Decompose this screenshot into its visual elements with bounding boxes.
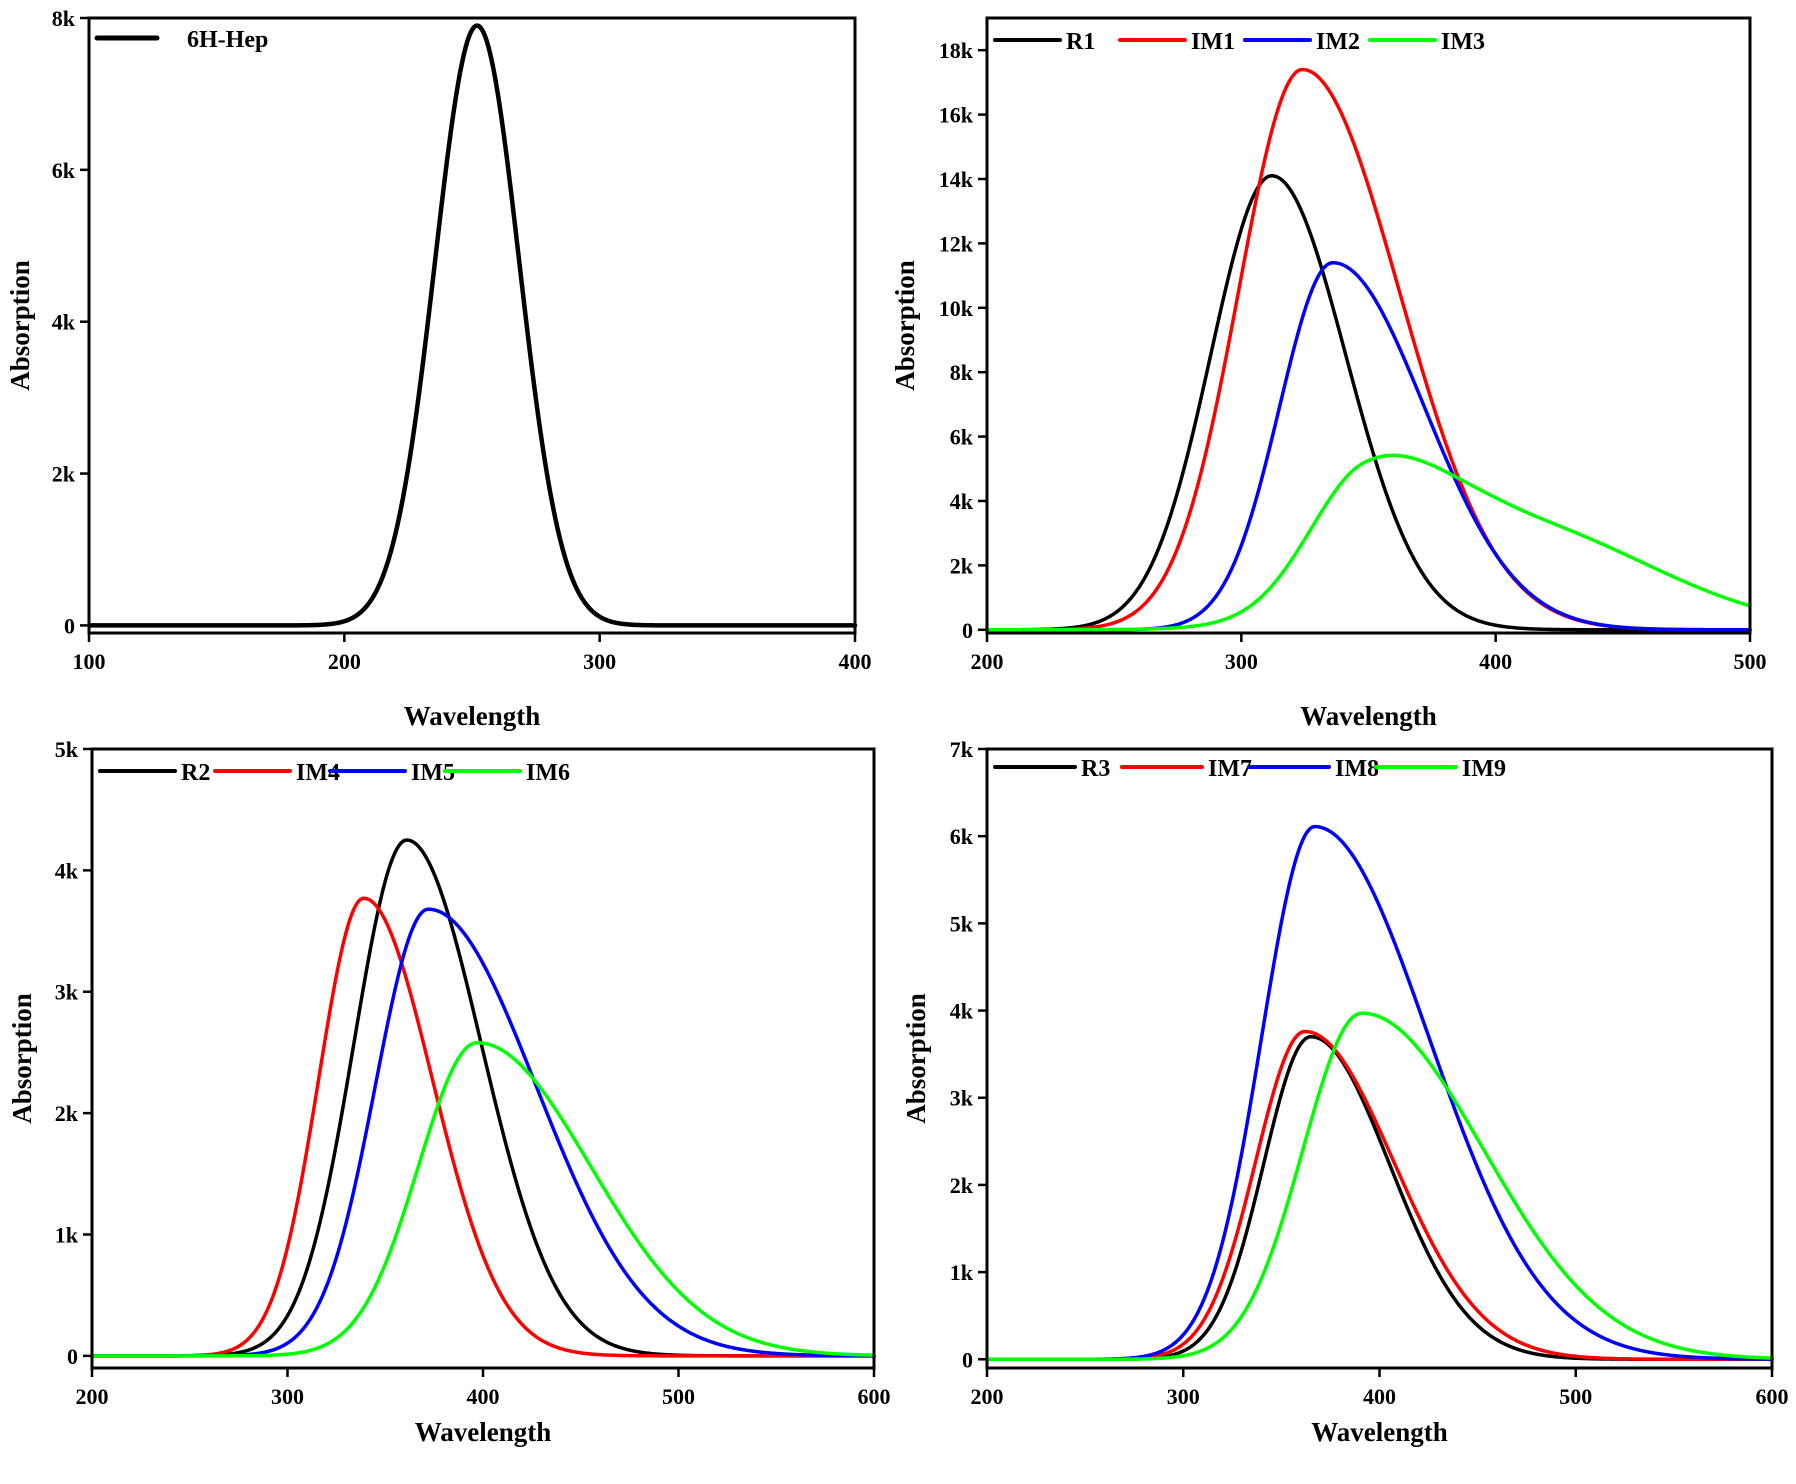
- series-line-im3: [985, 453, 1752, 632]
- series-group: [90, 838, 876, 1358]
- series-line-im5: [90, 907, 876, 1358]
- series-line-r1: [985, 174, 1752, 632]
- x-tick-label: 400: [839, 649, 872, 674]
- chart-panel-bottom-right: 200 300 400 500 600 0 1k 2k 3k 4k 5k 6k 7k Wavelength…: [901, 737, 1789, 1447]
- y-tick-label: 3k: [950, 1086, 974, 1111]
- x-tick-label: 600: [858, 1384, 891, 1409]
- y-tick-label: 6k: [950, 425, 974, 450]
- x-tick-label: 500: [662, 1384, 695, 1409]
- y-tick-label: 12k: [939, 231, 974, 256]
- series-group: [985, 824, 1774, 1362]
- x-axis-title: Wavelength: [404, 701, 541, 731]
- legend-label-im6: IM6: [526, 760, 570, 786]
- legend-label-r2: R2: [181, 760, 210, 786]
- y-axis-title: Absorption: [7, 993, 37, 1124]
- series-line-r2: [90, 838, 876, 1358]
- y-tick-label: 2k: [950, 553, 974, 578]
- x-tick-label: 300: [271, 1384, 304, 1409]
- x-tick-label: 200: [328, 649, 361, 674]
- legend-label-r1: R1: [1066, 29, 1095, 55]
- y-tick-label: 18k: [939, 38, 974, 63]
- plot-frame: [87, 16, 857, 635]
- y-tick-label: 14k: [939, 167, 974, 192]
- legend-label-6h-hep: 6H-Hep: [187, 27, 268, 53]
- x-tick-label: 300: [1225, 649, 1258, 674]
- x-tick-label: 100: [73, 649, 106, 674]
- x-axis-title: Wavelength: [1311, 1417, 1448, 1447]
- y-tick-label: 1k: [950, 1260, 974, 1285]
- y-tick-label: 4k: [52, 310, 76, 335]
- legend-label-im8: IM8: [1335, 756, 1379, 782]
- x-tick-label: 300: [583, 649, 616, 674]
- y-tick-label: 0: [962, 618, 973, 643]
- series-group: [86, 23, 858, 628]
- y-tick-label: 7k: [950, 737, 974, 762]
- legend-label-im2: IM2: [1316, 29, 1360, 55]
- y-tick-label: 1k: [55, 1222, 79, 1247]
- chart-panel-top-left: 100 200 300 400 0 2k 4k 6k 8k Wavelength Absorptio…: [5, 6, 872, 731]
- y-tick-label: 10k: [939, 296, 974, 321]
- x-tick-label: 200: [971, 1384, 1004, 1409]
- y-tick-label: 5k: [950, 911, 974, 936]
- legend: R2 IM4 IM5 IM6: [98, 760, 570, 786]
- x-tick-label: 400: [467, 1384, 500, 1409]
- series-line-r3: [985, 1034, 1774, 1362]
- legend-label-im1: IM1: [1191, 29, 1235, 55]
- y-tick-label: 4k: [950, 999, 974, 1024]
- plot-frame: [985, 747, 1774, 1370]
- series-line-im4: [90, 896, 876, 1358]
- y-tick-label: 4k: [950, 489, 974, 514]
- y-tick-label: 2k: [52, 462, 76, 487]
- series-line-6h-hep: [86, 23, 858, 628]
- legend: R3 IM7 IM8 IM9: [993, 756, 1506, 782]
- x-tick-label: 200: [971, 649, 1004, 674]
- x-tick-label: 400: [1479, 649, 1512, 674]
- x-tick-label: 600: [1756, 1384, 1789, 1409]
- y-tick-label: 16k: [939, 103, 974, 128]
- x-tick-label: 500: [1734, 649, 1767, 674]
- y-tick-label: 3k: [55, 980, 79, 1005]
- series-group: [985, 67, 1752, 632]
- x-axis-title: Wavelength: [415, 1417, 552, 1447]
- legend-label-r3: R3: [1081, 756, 1110, 782]
- y-tick-label: 2k: [55, 1101, 79, 1126]
- series-line-im8: [985, 824, 1774, 1362]
- y-tick-label: 0: [64, 613, 75, 638]
- x-axis-title: Wavelength: [1300, 701, 1437, 731]
- x-tick-label: 400: [1363, 1384, 1396, 1409]
- series-line-im2: [985, 260, 1752, 632]
- y-tick-label: 8k: [950, 360, 974, 385]
- legend: 6H-Hep: [91, 20, 333, 60]
- y-tick-label: 5k: [55, 737, 79, 762]
- legend: R1 IM1 IM2 IM3: [993, 29, 1485, 55]
- series-line-im9: [985, 1011, 1774, 1362]
- y-tick-label: 2k: [950, 1173, 974, 1198]
- y-axis-title: Absorption: [5, 260, 35, 391]
- legend-label-im7: IM7: [1208, 756, 1252, 782]
- y-tick-label: 6k: [52, 158, 76, 183]
- legend-label-im3: IM3: [1441, 29, 1485, 55]
- series-line-im7: [985, 1029, 1774, 1362]
- series-line-im1: [985, 67, 1752, 632]
- y-tick-label: 4k: [55, 858, 79, 883]
- y-tick-label: 6k: [950, 824, 974, 849]
- chart-panel-bottom-left: 200 300 400 500 600 0 1k 2k 3k 4k 5k Wavelength Abso…: [7, 737, 891, 1447]
- x-tick-label: 500: [1559, 1384, 1592, 1409]
- y-tick-label: 0: [962, 1347, 973, 1372]
- legend-label-im9: IM9: [1462, 756, 1506, 782]
- y-axis-title: Absorption: [890, 260, 920, 391]
- x-tick-label: 200: [76, 1384, 109, 1409]
- y-tick-label: 0: [67, 1344, 78, 1369]
- x-tick-label: 300: [1167, 1384, 1200, 1409]
- y-axis-title: Absorption: [901, 993, 931, 1124]
- series-line-im6: [90, 1040, 876, 1358]
- chart-panel-top-right: 200 300 400 500 0 2k 4k 6k 8k 10k 12k 14k 16k 18k Wave…: [890, 16, 1767, 731]
- y-tick-label: 8k: [52, 6, 76, 31]
- plot-frame: [985, 16, 1752, 635]
